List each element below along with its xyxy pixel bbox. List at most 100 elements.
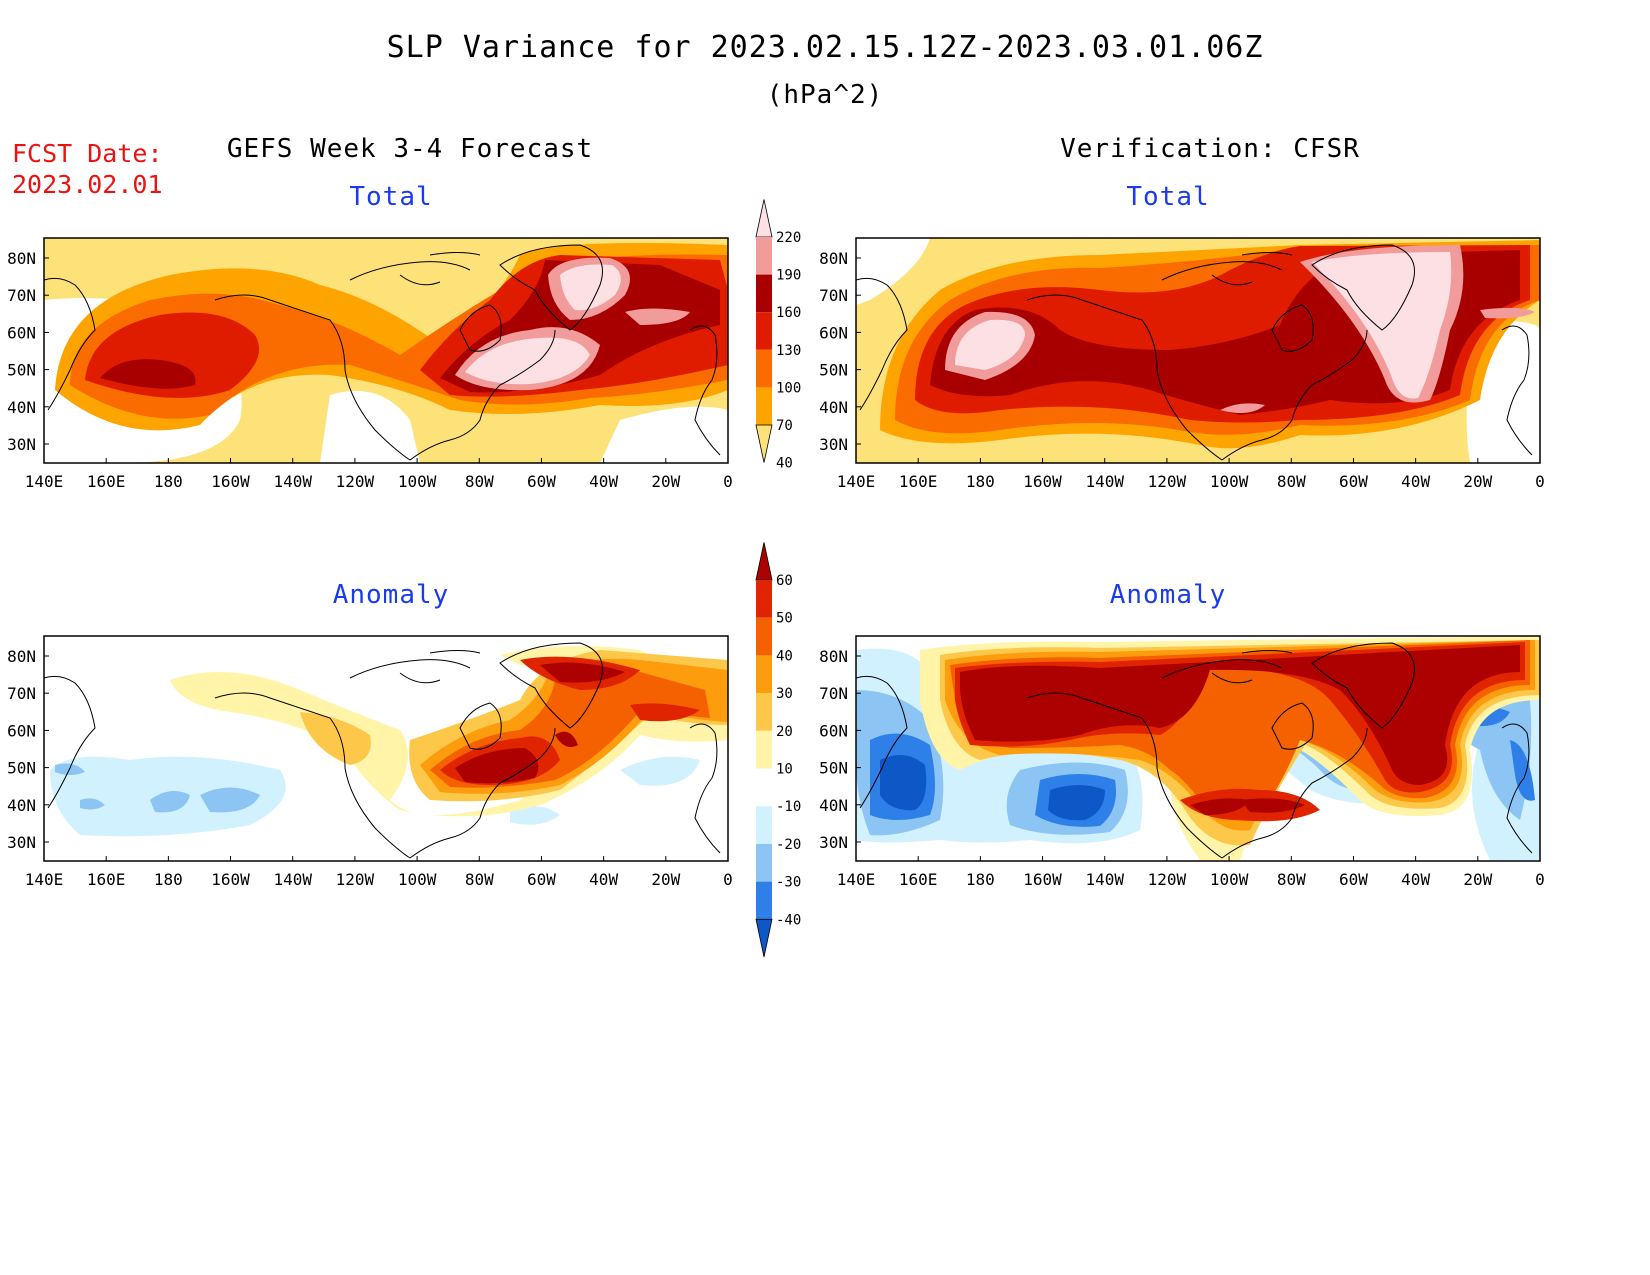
cfsr-column-header: Verification: CFSR — [1060, 134, 1360, 164]
coastline — [459, 304, 502, 352]
gefs-anomaly-title: Anomaly — [332, 580, 450, 610]
coastline — [409, 329, 556, 461]
lon-tick-label: 20W — [1463, 472, 1492, 491]
lon-tick-label: 80W — [465, 472, 494, 491]
field-under40-nw — [856, 238, 930, 305]
lat-tick-label: 40N — [819, 398, 848, 417]
lat-tick-label: 30N — [7, 833, 36, 852]
lon-tick-label: 80W — [1277, 472, 1306, 491]
colorbar-lower-arrow — [755, 424, 773, 463]
colorbar-label: -20 — [776, 837, 801, 853]
forecast-date-label: FCST Date: — [12, 139, 163, 168]
lon-tick-label: 80W — [1277, 870, 1306, 889]
lon-tick-label: 160E — [899, 472, 938, 491]
lat-tick-label: 40N — [819, 796, 848, 815]
coastline — [499, 642, 603, 729]
lon-tick-label: 20W — [1463, 870, 1492, 889]
lat-tick-label: 80N — [7, 647, 36, 666]
lon-tick-label: 140E — [837, 472, 876, 491]
gefs-total-map — [43, 237, 729, 464]
coastline — [1026, 692, 1223, 859]
lon-tick-label: 80W — [465, 870, 494, 889]
colorbar-label: 130 — [776, 343, 801, 359]
lon-tick-label: 160W — [1023, 870, 1062, 889]
colorbar-label: -10 — [776, 799, 801, 815]
lat-tick-label: 80N — [7, 249, 36, 268]
cfsr-total-map — [855, 237, 1541, 464]
lon-tick-label: 0 — [723, 870, 733, 889]
lon-tick-label: 120W — [336, 472, 375, 491]
lon-tick-label: 160W — [211, 472, 250, 491]
coastline — [43, 277, 96, 411]
coastlines — [43, 244, 1533, 859]
lat-tick-label: 50N — [819, 759, 848, 778]
coastline — [214, 692, 411, 859]
coastline — [689, 325, 721, 456]
coastline — [1501, 723, 1533, 854]
coastline — [1501, 325, 1533, 456]
lat-tick-label: 60N — [7, 721, 36, 740]
coastline — [689, 723, 721, 854]
colorbar-upper-arrow — [755, 199, 773, 238]
lon-tick-label: 140E — [25, 870, 64, 889]
cfsr-total-title: Total — [1126, 182, 1210, 212]
coastline — [1221, 329, 1368, 461]
lon-tick-label: 100W — [1210, 472, 1249, 491]
lon-tick-label: 120W — [1148, 870, 1187, 889]
colorbar-segment — [756, 806, 772, 844]
lon-tick-label: 140E — [25, 472, 64, 491]
lon-tick-label: 60W — [1339, 472, 1368, 491]
colorbar-total: 220 190 160 130 100 70 40 — [755, 199, 801, 472]
colorbar-segment — [756, 881, 772, 920]
colorbar-label: 160 — [776, 305, 801, 321]
colorbar-label: 40 — [776, 456, 793, 472]
coastline — [1311, 244, 1415, 331]
colorbar-segment — [756, 349, 772, 388]
coastline — [1161, 252, 1293, 286]
lat-tick-label: 80N — [819, 249, 848, 268]
lon-tick-label: 0 — [723, 472, 733, 491]
colorbar-segment — [756, 655, 772, 694]
colorbar-label: 20 — [776, 724, 793, 740]
units-label: (hPa^2) — [766, 80, 884, 110]
lon-tick-label: 160W — [1023, 472, 1062, 491]
colorbar-segment — [756, 730, 772, 769]
colorbar-upper-arrow — [755, 542, 773, 581]
lon-tick-label: 40W — [589, 472, 618, 491]
lat-tick-label: 60N — [819, 323, 848, 342]
lat-tick-label: 30N — [819, 435, 848, 454]
axes-group: 140E 160E 180 160W 140W 120W 100W 80W 60W 40W 20W 0… — [7, 249, 1545, 889]
lon-tick-label: 180 — [966, 472, 995, 491]
lat-tick-label: 50N — [7, 759, 36, 778]
lon-tick-label: 0 — [1535, 870, 1545, 889]
field-10 — [170, 646, 728, 817]
lon-tick-label: 160E — [87, 472, 126, 491]
colorbar-label: 10 — [776, 762, 793, 778]
lon-tick-label: 100W — [398, 472, 437, 491]
lat-tick-label: 30N — [819, 833, 848, 852]
lon-tick-label: 160W — [211, 870, 250, 889]
colorbar-segment — [756, 580, 772, 618]
colorbar-segment — [756, 768, 772, 807]
colorbar-segment — [756, 843, 772, 882]
coastline — [1221, 727, 1368, 859]
lat-tick-label: 60N — [7, 323, 36, 342]
colorbar-label: 190 — [776, 268, 801, 284]
lat-tick-label: 50N — [7, 361, 36, 380]
lon-tick-label: 20W — [651, 870, 680, 889]
field-220 — [955, 252, 1452, 399]
lon-tick-label: 140E — [837, 870, 876, 889]
field-60 — [455, 662, 625, 784]
cfsr-anomaly-title: Anomaly — [1109, 580, 1227, 610]
lon-tick-label: 140W — [1085, 870, 1124, 889]
colorbar-label: 50 — [776, 611, 793, 627]
coastline — [43, 675, 96, 809]
colorbar-segment — [756, 387, 772, 425]
lon-tick-label: 180 — [154, 472, 183, 491]
lon-tick-label: 180 — [966, 870, 995, 889]
field-60 — [960, 645, 1520, 815]
colorbar-segment — [756, 617, 772, 656]
colorbar-label: 40 — [776, 648, 793, 664]
lon-tick-label: 140W — [273, 870, 312, 889]
